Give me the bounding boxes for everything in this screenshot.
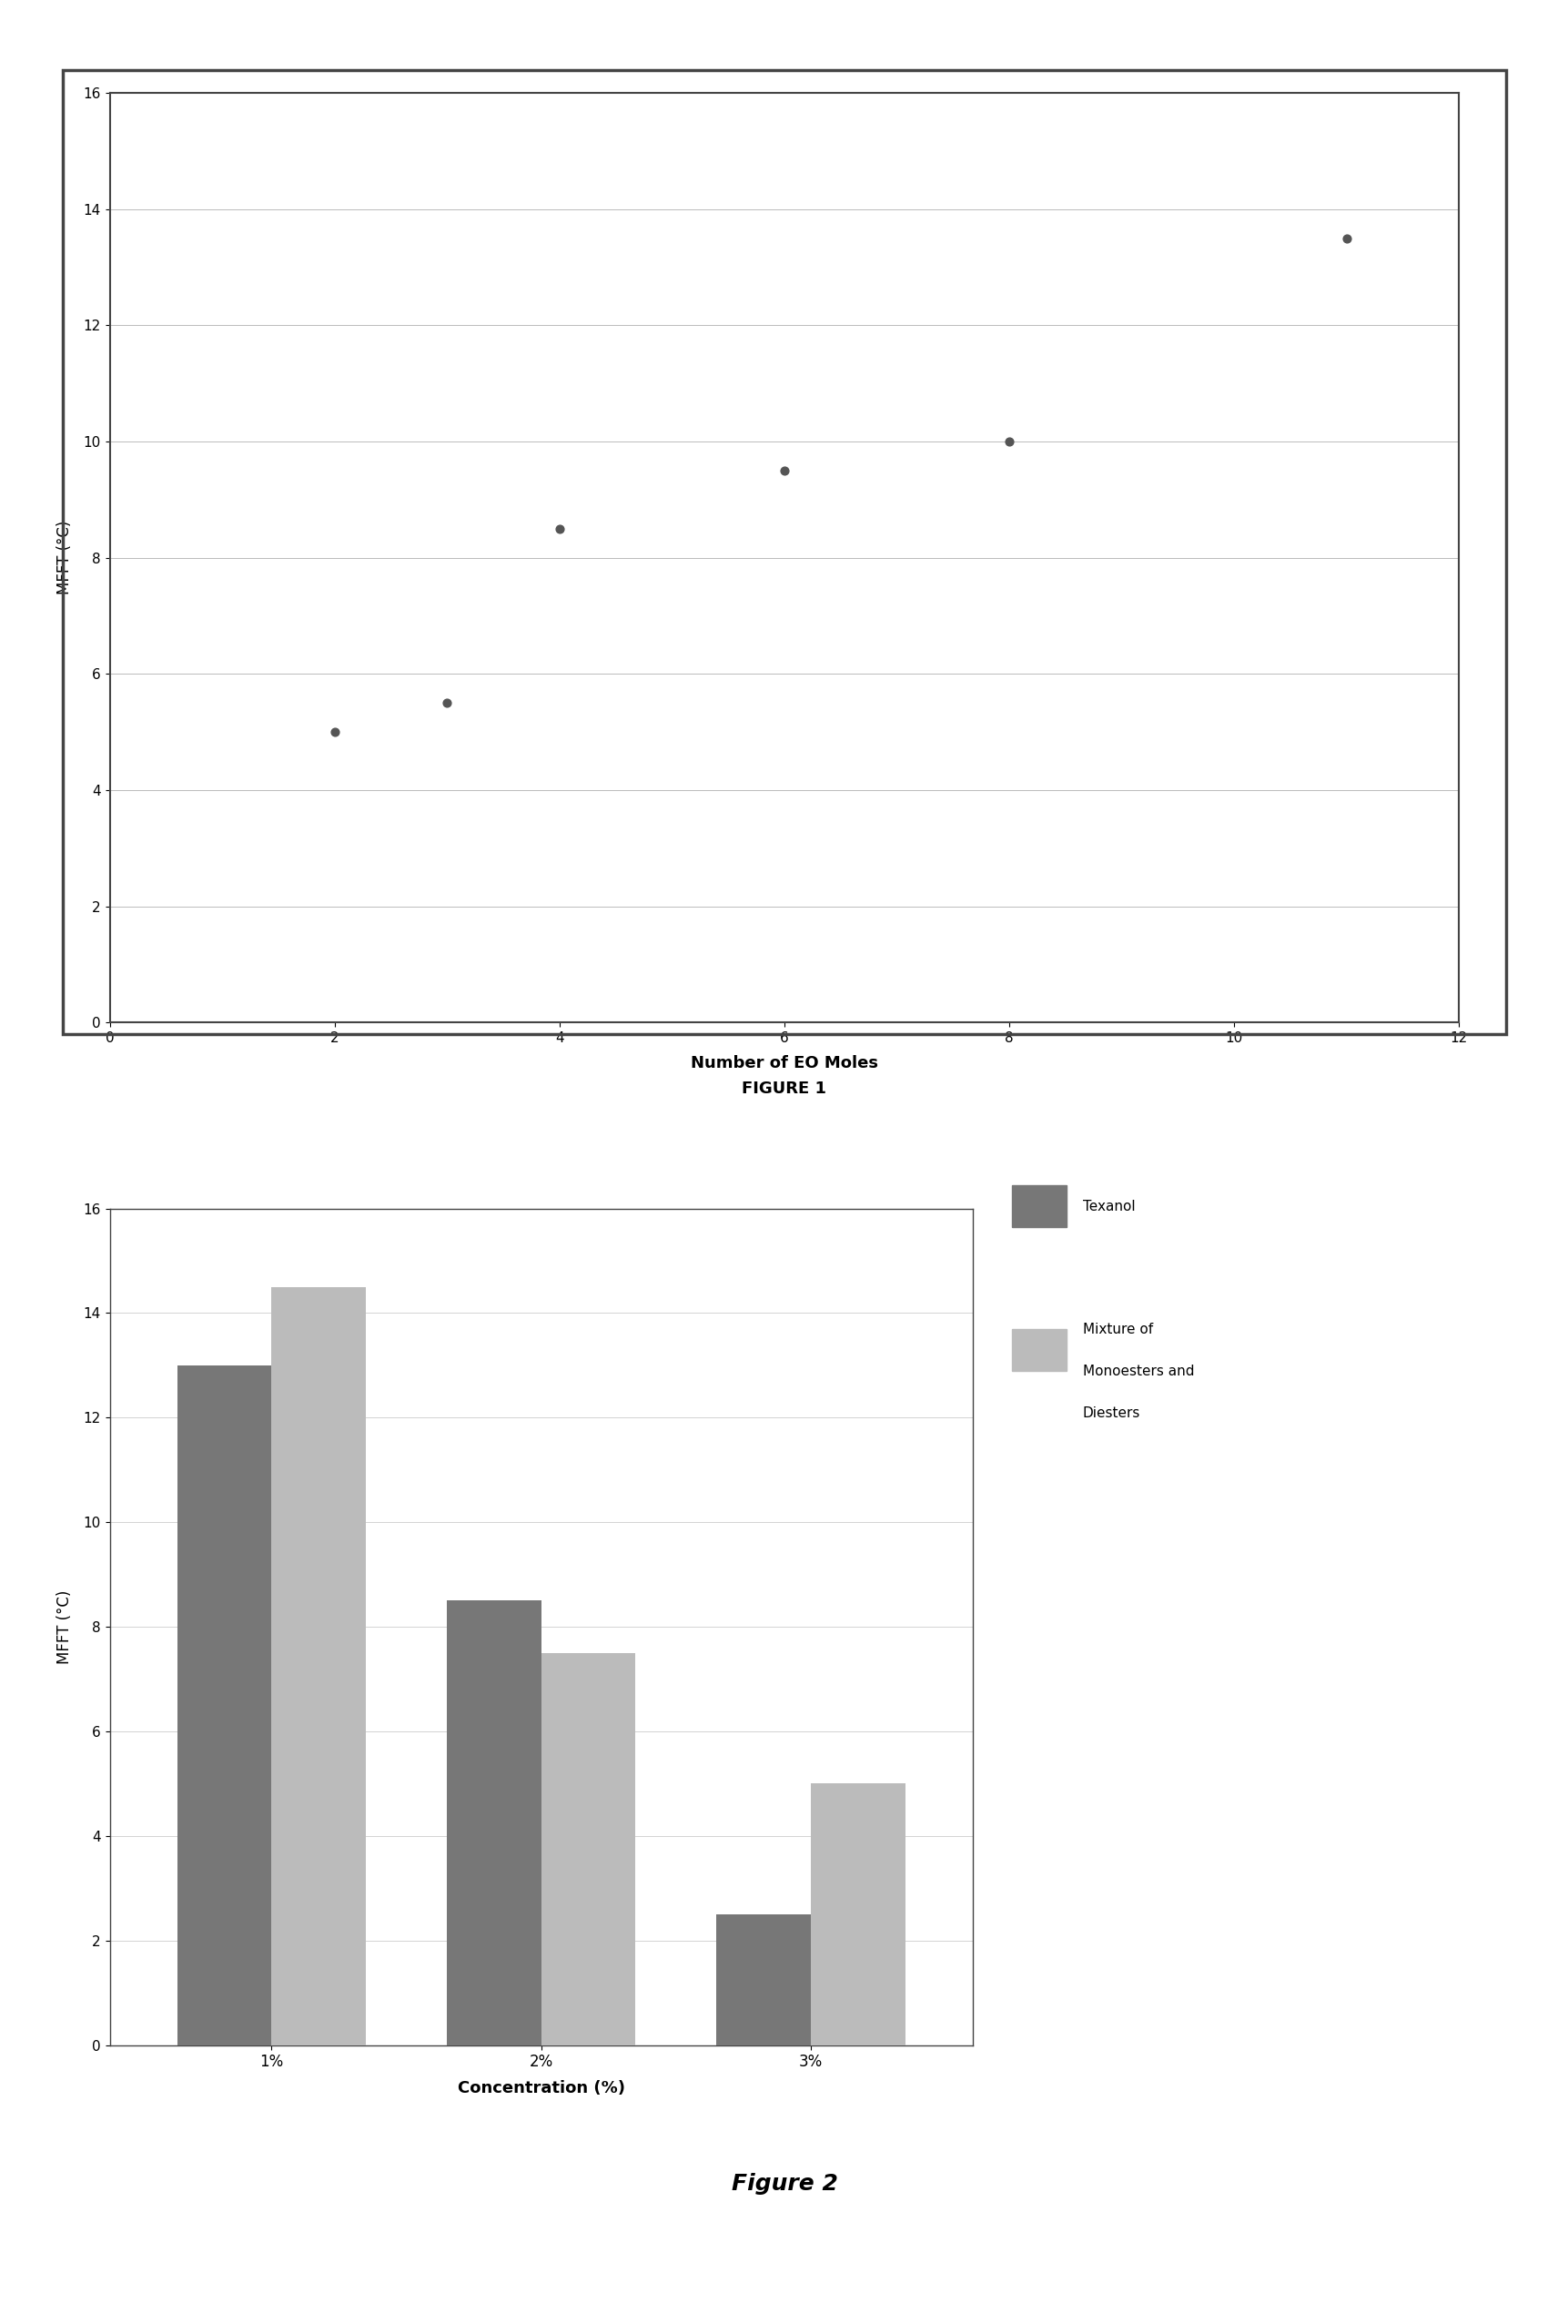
- Bar: [717, 1915, 811, 2045]
- Point: [321, 713, 347, 751]
- Point: [547, 511, 572, 548]
- Bar: [811, 1785, 905, 2045]
- Point: [771, 451, 797, 490]
- Y-axis label: MFFT (°C): MFFT (°C): [56, 521, 74, 595]
- Bar: [271, 1287, 365, 2045]
- Y-axis label: MFFT (°C): MFFT (°C): [56, 1590, 74, 1664]
- Text: Figure 2: Figure 2: [731, 2173, 837, 2194]
- Point: [1333, 221, 1358, 258]
- Text: Mixture of: Mixture of: [1082, 1322, 1152, 1336]
- Text: FIGURE 1: FIGURE 1: [742, 1081, 826, 1097]
- X-axis label: Concentration (%): Concentration (%): [458, 2080, 624, 2096]
- Point: [434, 683, 459, 720]
- X-axis label: Number of EO Moles: Number of EO Moles: [690, 1055, 878, 1071]
- Text: Texanol: Texanol: [1082, 1199, 1134, 1213]
- Bar: [447, 1601, 541, 2045]
- Text: Diesters: Diesters: [1082, 1406, 1140, 1420]
- Bar: [177, 1364, 271, 2045]
- Text: Monoesters and: Monoesters and: [1082, 1364, 1193, 1378]
- Bar: [541, 1652, 635, 2045]
- Point: [996, 423, 1021, 460]
